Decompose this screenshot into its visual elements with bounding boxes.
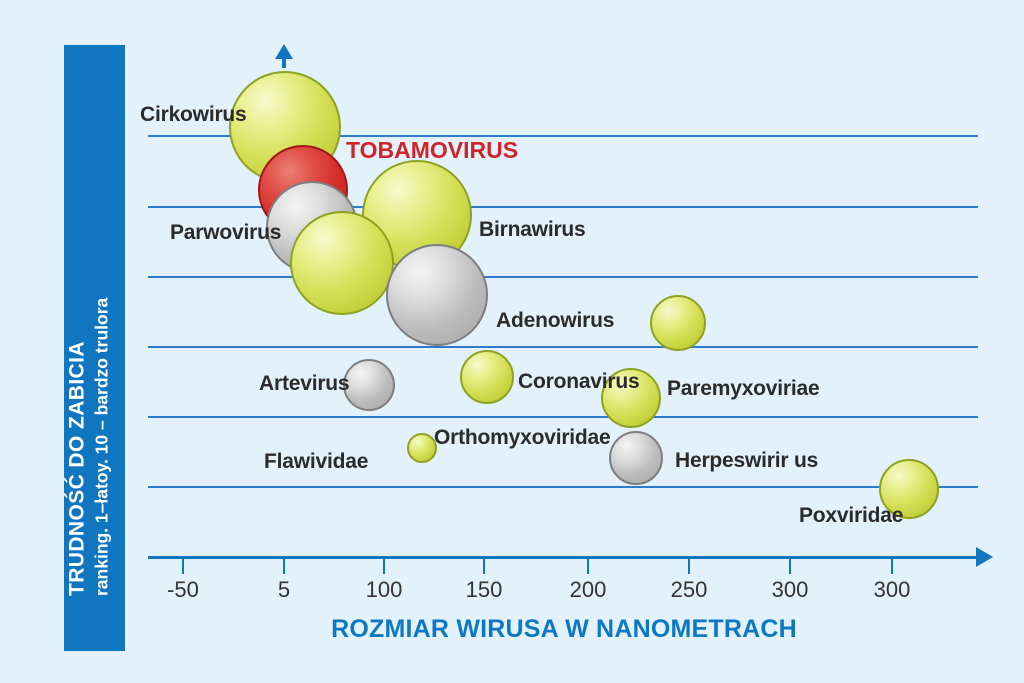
x-axis-tick-250 (688, 558, 690, 574)
bubble-adenowirus (386, 244, 488, 346)
bubble-label-orthomyxoviridae: Orthomyxoviridae (434, 426, 611, 449)
bubble-label-flawividae: Flawividae (264, 450, 369, 473)
bubble-artevirus (343, 359, 395, 411)
bubble-herpeswirir-us (609, 431, 663, 485)
bubble-label-paremyxoviriae: Paremyxoviriae (667, 377, 820, 400)
gridline-1 (148, 135, 978, 137)
x-axis-tick-200 (587, 558, 589, 574)
bubble-label-adenowirus: Adenowirus (496, 309, 615, 332)
bubble-label-coronavirus: Coronavirus (518, 370, 640, 393)
bubble-unlabeled-4 (290, 211, 394, 315)
x-axis-tick-label: 200 (569, 577, 607, 602)
x-axis-arrow-icon (976, 547, 993, 567)
bubble-label-parwovirus: Parwovirus (170, 221, 282, 244)
gridline-5 (148, 416, 978, 418)
x-axis-tick-label: 300 (873, 577, 911, 602)
bubble-unlabeled-6 (650, 295, 706, 351)
x-axis-tick-label: 5 (277, 577, 291, 602)
bubble-coronavirus (460, 350, 514, 404)
bubble-label-artevirus: Artevirus (259, 372, 350, 395)
bubble-label-poxviridae: Poxviridae (799, 504, 904, 527)
gridline-2 (148, 206, 978, 208)
bubble-paremyxoviriae (601, 368, 661, 428)
x-axis-tick-label: 100 (365, 577, 403, 602)
bubble-orthomyxoviridae (407, 433, 437, 463)
x-axis-tick-5 (283, 558, 285, 574)
bubble-poxviridae (879, 459, 939, 519)
x-axis-title: ROZMIAR WIRUSA W NANOMETRACH (331, 615, 797, 643)
x-axis-tick-100 (383, 558, 385, 574)
gridline-3 (148, 276, 978, 278)
x-axis-line (148, 556, 978, 559)
x-axis-tick--50 (182, 558, 184, 574)
x-axis-tick-label: 150 (465, 577, 503, 602)
bubble-label-tobamovirus: TOBAMOVIRUS (346, 137, 519, 163)
y-axis-arrow-icon (275, 44, 293, 59)
bubble-label-herpeswirir-us: Herpeswirir us (675, 449, 819, 472)
x-axis-tick-150 (483, 558, 485, 574)
bubble-label-birnawirus: Birnawirus (479, 218, 586, 241)
bubble-label-cirkowirus: Cirkowirus (140, 103, 247, 126)
x-axis-tick-300 (891, 558, 893, 574)
x-axis-tick-300 (789, 558, 791, 574)
gridline-6 (148, 486, 978, 488)
y-axis-title-bar: TRUDNOŚĆ DO ZABICIA ranking. 1–łatoy. 10… (64, 45, 125, 651)
gridline-4 (148, 346, 978, 348)
x-axis-tick-label: 300 (771, 577, 809, 602)
x-axis-tick-label: 250 (670, 577, 708, 602)
x-axis-tick-label: -50 (167, 577, 199, 602)
y-axis-arrow-stem (282, 58, 286, 68)
